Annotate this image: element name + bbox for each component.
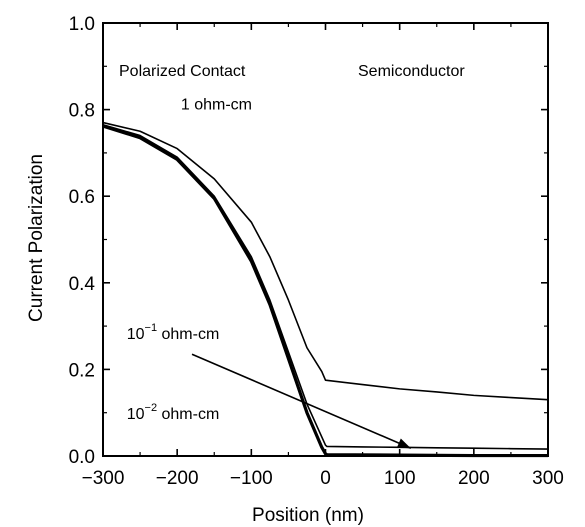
series-line-2 xyxy=(102,123,549,450)
x-tick-label: 100 xyxy=(384,468,416,489)
y-tick-label: 0.8 xyxy=(69,101,95,122)
y-tick-label: 0.4 xyxy=(69,274,96,295)
x-axis-title: Position (nm) xyxy=(252,505,364,526)
y-axis-title: Current Polarization xyxy=(26,154,47,322)
annotation-arrow-head xyxy=(396,438,411,449)
y-tick-label: 0.2 xyxy=(69,360,95,381)
x-tick-label: 0 xyxy=(320,468,331,489)
series-line-3 xyxy=(102,124,548,458)
annotation-arrow-line xyxy=(191,353,412,449)
y-tick-label: 1.0 xyxy=(69,14,95,35)
y-tick-label: 0.0 xyxy=(69,447,95,468)
x-tick-label: 200 xyxy=(458,468,490,489)
plot-frame xyxy=(102,22,549,457)
x-tick-label: 300 xyxy=(532,468,564,489)
series-line-1 xyxy=(102,121,549,401)
x-tick-label: −100 xyxy=(230,468,273,489)
series-label-1: 1 ohm-cm xyxy=(181,97,252,114)
x-tick-label: −200 xyxy=(156,468,199,489)
y-tick-label: 0.6 xyxy=(69,187,95,208)
x-tick-label: −300 xyxy=(82,468,125,489)
region-label-polarized-contact: Polarized Contact xyxy=(119,63,246,80)
series-label-3: 10−2 ohm-cm xyxy=(127,402,220,423)
series-label-2: 10−1 ohm-cm xyxy=(127,322,220,343)
region-label-semiconductor: Semiconductor xyxy=(358,63,465,80)
